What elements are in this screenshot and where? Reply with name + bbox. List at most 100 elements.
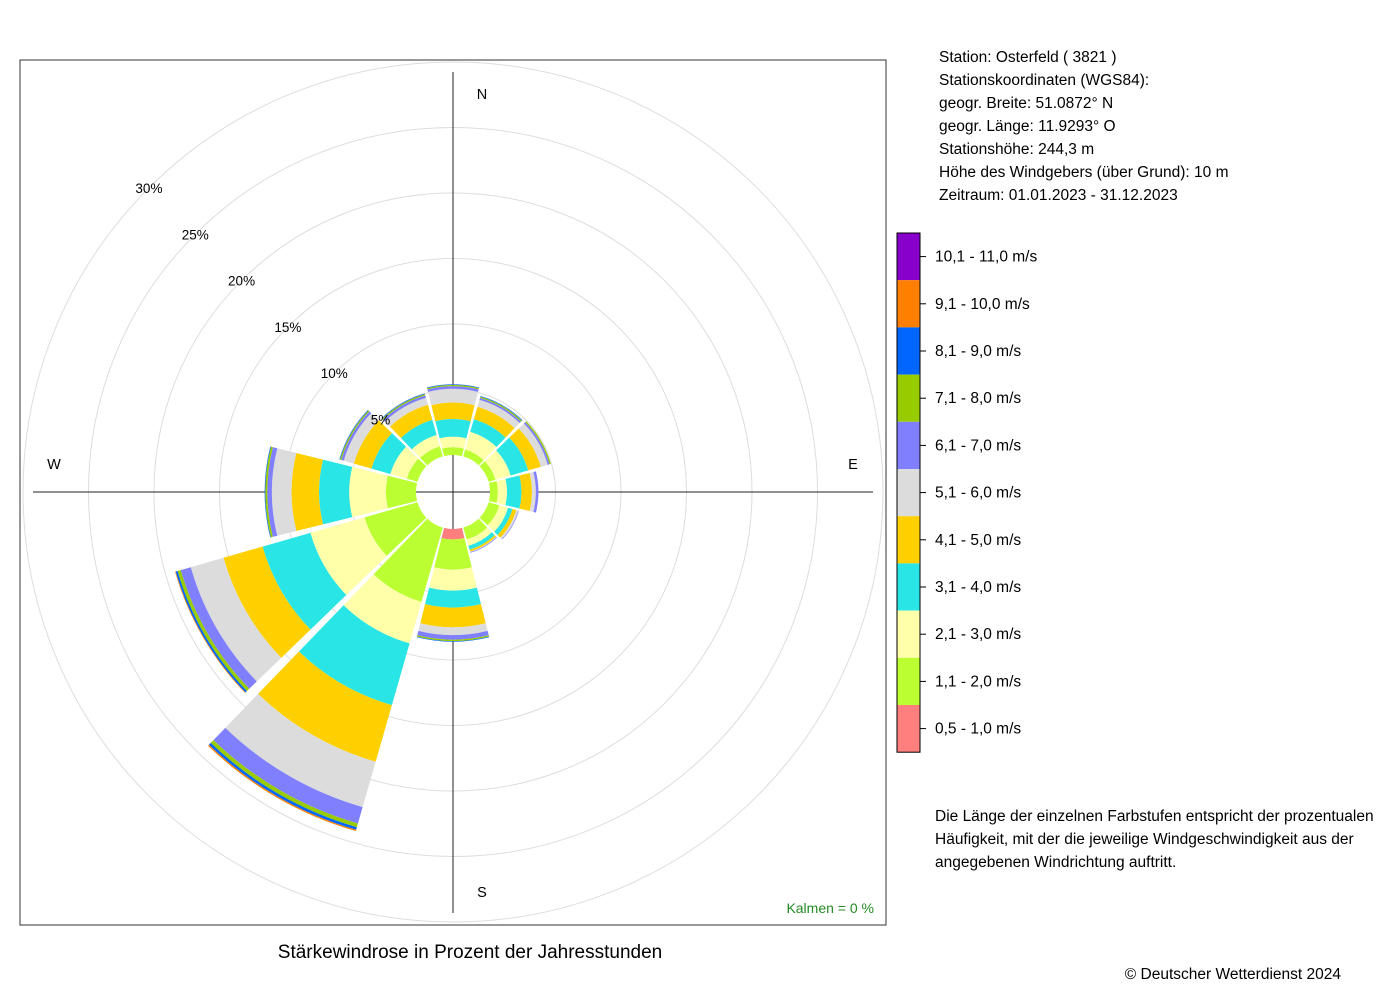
direction-label-S: S [477,885,487,901]
sector-330-class-6 [384,397,428,427]
sector-60-class-5 [509,428,541,471]
sector-210 [207,518,443,832]
sector-60-class-3 [484,450,511,480]
legend-label-1: 0,5 - 1,0 m/s [935,721,1021,738]
sector-180-class-5 [420,604,486,628]
sector-240-class-7 [180,567,257,689]
legend-label-2: 1,1 - 2,0 m/s [935,673,1021,690]
sector-180-class-1 [441,527,465,540]
legend-swatch-6 [897,469,920,517]
legend-swatch-1 [897,705,920,753]
radial-tick-label: 25% [182,227,209,242]
sector-270-class-6 [271,448,297,536]
legend-swatch-10 [897,280,920,328]
legend-label-6: 5,1 - 6,0 m/s [935,485,1021,502]
sector-240-class-5 [223,546,311,658]
legend-swatch-7 [897,421,920,469]
sector-150-class-4 [468,532,495,550]
sector-150-class-5 [469,535,496,552]
radial-tick-labels: 5% 10% 15% 20% 25% 30% [135,181,390,428]
sector-120-class-3 [487,505,509,532]
sector-30-class-6 [477,399,520,429]
legend-frame [896,232,921,753]
radial-tick-label: 30% [135,181,162,196]
sector-270 [264,446,418,538]
sector-180-class-6 [418,623,488,636]
sector-210-class-7 [213,727,363,824]
radial-tick-label: 20% [228,274,255,289]
legend-label-7: 6,1 - 7,0 m/s [935,437,1021,454]
sector-90-class-3 [496,478,508,506]
copyright: © Deutscher Wetterdienst 2024 [1124,966,1341,983]
sector-180-class-8 [416,635,490,642]
sector-210-class-6 [225,693,376,808]
sector-120-class-6 [500,510,519,540]
sector-0-class-7 [427,386,479,392]
station-elevation: Stationshöhe: 244,3 m [939,141,1095,158]
direction-labels: N E S W [47,87,858,901]
sector-270-class-2 [385,475,418,509]
sector-210-class-2 [373,518,443,602]
sector-300-class-5 [353,420,392,469]
sector-270-class-5 [291,452,324,532]
sector-300-class-7 [341,411,372,461]
legend-swatch-9 [897,327,920,375]
sector-330-class-3 [411,435,440,458]
legend-label-11: 10,1 - 11,0 m/s [935,249,1037,266]
sector-60-class-4 [496,437,529,476]
sector-180-class-9 [416,636,490,642]
sector-90-class-6 [529,471,536,513]
radial-tick-label: 10% [321,366,348,381]
sector-300-class-2 [406,458,427,482]
direction-label-N: N [477,87,487,103]
sector-330-class-7 [383,395,427,422]
sector-0-class-8 [427,384,479,390]
legend-swatch-4 [897,563,920,611]
sector-240-class-2 [364,502,427,556]
sector-90-class-7 [533,471,539,513]
sector-270-class-9 [264,446,271,538]
sector-90-class-2 [488,481,498,503]
legend-label-5: 4,1 - 5,0 m/s [935,532,1021,549]
sector-150-class-2 [463,518,488,540]
sector-120 [479,502,519,540]
sector-300-class-4 [371,433,407,475]
sector-240-class-4 [262,532,347,630]
direction-label-E: E [848,457,858,473]
sector-180-class-4 [425,587,481,608]
sector-60-class-6 [518,423,548,467]
sector-60-class-7 [523,422,550,465]
chart-title: Stärkewindrose in Prozent der Jahresstun… [277,942,663,963]
direction-label-W: W [47,457,61,473]
sector-300-class-3 [390,446,419,479]
station-longitude: geogr. Länge: 11.9293° O [939,118,1116,135]
sector-270-class-8 [265,446,273,538]
sector-330 [381,393,443,466]
sector-30-class-7 [479,397,522,423]
station-coordinates-heading: Stationskoordinaten (WGS84): [939,72,1150,89]
sector-270-class-3 [349,466,388,518]
sector-300-class-6 [343,413,379,464]
radial-tick-label: 5% [371,413,391,428]
sector-270-class-7 [267,447,278,537]
wind-rose-chart: 5% 10% 15% 20% 25% 30% N E S W Kalmen = 0 % [19,59,887,926]
sector-150 [463,518,497,553]
sector-120-class-2 [479,502,500,526]
sector-60-class-2 [479,461,496,482]
sector-180 [416,527,490,642]
sector-30 [463,395,523,466]
grid-circle-6 [22,61,884,923]
calm-label: Kalmen = 0 % [786,900,874,916]
sector-240 [175,502,427,693]
sector-0-class-6 [428,388,478,406]
sector-240-class-3 [310,517,387,596]
legend-label-3: 2,1 - 3,0 m/s [935,626,1021,643]
sector-270-class-4 [319,459,353,525]
legend-label-10: 9,1 - 10,0 m/s [935,296,1030,313]
sector-90-class-5 [519,472,532,512]
station-info: Station: Osterfeld ( 3821 ) Stationskoor… [939,46,1228,207]
sector-90 [488,471,539,513]
sector-30-class-4 [470,419,506,448]
sector-330-class-8 [382,394,426,420]
sector-180-class-3 [429,567,477,591]
